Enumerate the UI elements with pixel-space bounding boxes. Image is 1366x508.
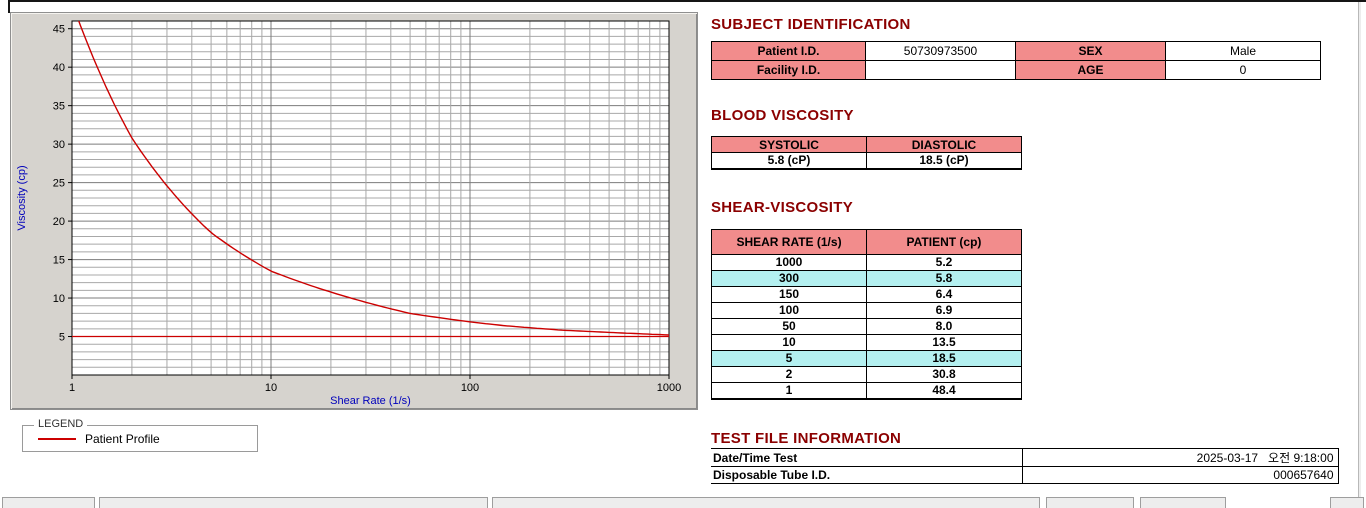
shear-rate-cell: 150 [711,286,867,303]
table-row: Disposable Tube I.D. 000657640 [711,466,1339,484]
patient-cp-cell: 13.5 [866,334,1022,351]
window-right-border [1358,2,1361,508]
legend: LEGEND Patient Profile [22,418,258,452]
shear-row: 2 30.8 [711,366,1022,383]
shear-row: 1000 5.2 [711,254,1022,271]
shear-row: 10 13.5 [711,334,1022,351]
table-row: SHEAR RATE (1/s) PATIENT (cp) [711,229,1022,255]
subject-identification-title: SUBJECT IDENTIFICATION [711,16,911,33]
window-top-border [8,0,1366,2]
patient-profile-line-swatch [38,438,76,440]
shear-rate-cell: 5 [711,350,867,367]
shear-rate-cell: 1 [711,382,867,400]
chart-canvas: 5 10 15 20 25 30 35 40 45 1 10 100 1000 Shear Rate (1… [16,20,681,407]
bottom-panel-button[interactable] [1140,497,1226,508]
patient-id-label: Patient I.D. [711,41,866,61]
svg-text:45: 45 [53,24,65,36]
sex-label: SEX [1015,41,1166,61]
age-value: 0 [1165,60,1321,80]
blood-viscosity-title: BLOOD VISCOSITY [711,107,854,124]
bottom-panel-button[interactable] [492,497,1040,508]
patient-cp-cell: 18.5 [866,350,1022,367]
sex-value: Male [1165,41,1321,61]
patient-id-value: 50730973500 [865,41,1016,61]
svg-text:15: 15 [53,255,65,267]
disposable-tube-id-value: 000657640 [1021,466,1339,484]
datetime-test-value: 2025-03-17 오전 9:18:00 [1021,448,1339,467]
systolic-header: SYSTOLIC [711,136,867,153]
patient-cp-cell: 6.9 [866,302,1022,319]
shear-viscosity-table: SHEAR RATE (1/s) PATIENT (cp) 1000 5.2 300… [711,229,1022,400]
test-file-information-table: Date/Time Test 2025-03-17 오전 9:18:00 Dis… [711,448,1339,484]
patient-cp-cell: 30.8 [866,366,1022,383]
shear-row: 5 18.5 [711,350,1022,367]
patient-cp-header: PATIENT (cp) [866,229,1022,255]
shear-rate-header: SHEAR RATE (1/s) [711,229,867,255]
table-row: 5.8 (cP) 18.5 (cP) [711,152,1022,169]
disposable-tube-id-label: Disposable Tube I.D. [711,466,1023,484]
shear-row: 1 48.4 [711,382,1022,400]
svg-text:10: 10 [53,293,65,305]
shear-viscosity-title: SHEAR-VISCOSITY [711,199,854,216]
svg-text:25: 25 [53,178,65,190]
svg-text:Viscosity (cp): Viscosity (cp) [16,165,28,230]
patient-cp-cell: 5.8 [866,270,1022,287]
svg-text:30: 30 [53,139,65,151]
svg-text:35: 35 [53,101,65,113]
systolic-value: 5.8 (cP) [711,152,867,169]
test-file-information-title: TEST FILE INFORMATION [711,430,902,447]
bottom-panel-button[interactable] [2,497,95,508]
table-row: Date/Time Test 2025-03-17 오전 9:18:00 [711,448,1339,467]
table-row: SYSTOLIC DIASTOLIC [711,136,1022,153]
legend-series-label: Patient Profile [85,432,160,446]
shear-rate-cell: 1000 [711,254,867,271]
bottom-panel-button[interactable] [99,497,488,508]
svg-text:20: 20 [53,216,65,228]
patient-cp-cell: 6.4 [866,286,1022,303]
blood-viscosity-table: SYSTOLIC DIASTOLIC 5.8 (cP) 18.5 (cP) [711,136,1022,170]
shear-rate-cell: 2 [711,366,867,383]
shear-row: 150 6.4 [711,286,1022,303]
shear-rate-cell: 300 [711,270,867,287]
shear-row: 100 6.9 [711,302,1022,319]
bottom-panel-button[interactable] [1046,497,1134,508]
shear-rate-cell: 10 [711,334,867,351]
legend-title: LEGEND [34,418,88,430]
patient-cp-cell: 5.2 [866,254,1022,271]
datetime-test-label: Date/Time Test [711,448,1023,467]
table-row: Facility I.D. AGE 0 [711,60,1321,80]
age-label: AGE [1015,60,1166,80]
shear-rate-cell: 50 [711,318,867,335]
window-corner-border [8,0,10,13]
patient-cp-cell: 8.0 [866,318,1022,335]
svg-text:Shear Rate (1/s): Shear Rate (1/s) [330,395,411,407]
shear-row: 50 8.0 [711,318,1022,335]
table-row: Patient I.D. 50730973500 SEX Male [711,41,1321,61]
svg-text:1: 1 [69,382,75,394]
patient-cp-cell: 48.4 [866,382,1022,400]
diastolic-value: 18.5 (cP) [866,152,1022,169]
subject-identification-table: Patient I.D. 50730973500 SEX Male Facili… [711,41,1321,80]
diastolic-header: DIASTOLIC [866,136,1022,153]
viscosity-shear-chart: 5 10 15 20 25 30 35 40 45 1 10 100 1000 Shear Rate (1… [10,12,698,410]
svg-text:100: 100 [461,382,479,394]
shear-row: 300 5.8 [711,270,1022,287]
facility-id-label: Facility I.D. [711,60,866,80]
facility-id-value [865,60,1016,80]
shear-rate-cell: 100 [711,302,867,319]
svg-text:5: 5 [59,332,65,344]
svg-text:40: 40 [53,62,65,74]
svg-text:10: 10 [265,382,277,394]
svg-text:1000: 1000 [657,382,681,394]
bottom-panel-button[interactable] [1330,497,1364,508]
